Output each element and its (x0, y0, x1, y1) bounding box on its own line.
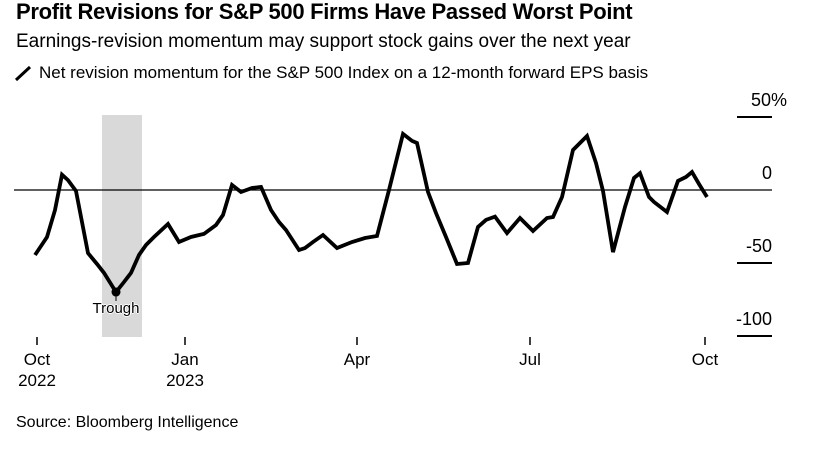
y-axis-label: -50 (745, 236, 772, 256)
trough-marker-dot (111, 287, 121, 297)
chart-subtitle: Earnings-revision momentum may support s… (16, 31, 631, 52)
legend-label: Net revision momentum for the S&P 500 In… (39, 63, 649, 82)
x-axis-label: Oct (23, 350, 51, 369)
chart-title: Profit Revisions for S&P 500 Firms Have … (16, 0, 633, 24)
y-axis-label: -100 (735, 309, 772, 329)
y-axis-label: 50% (750, 90, 787, 110)
line-stroke-icon (14, 65, 32, 82)
trough-annotation: Trough (92, 300, 140, 317)
source-note: Source: Bloomberg Intelligence (16, 414, 239, 431)
momentum-line-series (33, 130, 709, 296)
y-axis-label: 0 (761, 163, 772, 183)
trough-highlight-band (102, 115, 142, 337)
x-axis-label: Apr (343, 350, 371, 369)
x-axis-label: Oct (691, 350, 719, 369)
x-axis-label: Jan (171, 350, 199, 369)
legend: Net revision momentum for the S&P 500 In… (14, 62, 648, 84)
x-axis-year-label: 2022 (18, 371, 56, 390)
x-axis-year-label: 2023 (166, 371, 204, 390)
x-axis-label: Jul (519, 350, 541, 369)
